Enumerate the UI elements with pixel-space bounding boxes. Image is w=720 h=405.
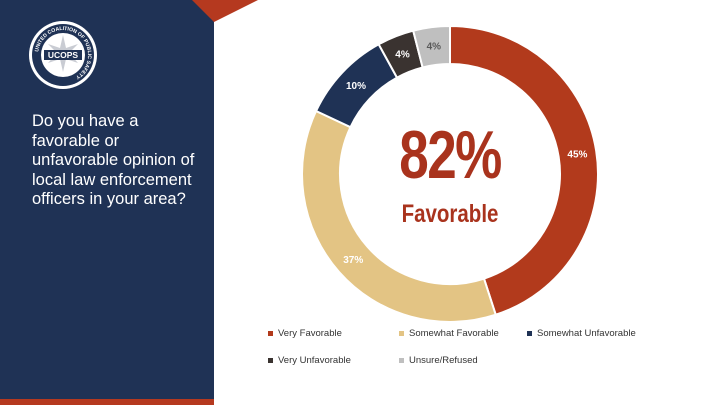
legend-label: Unsure/Refused: [409, 355, 478, 366]
legend-label: Very Unfavorable: [278, 355, 351, 366]
slice-very-favorable: [449, 24, 599, 317]
data-label-very-unfavorable: 4%: [395, 50, 410, 61]
bottom-accent-bar: [0, 399, 214, 405]
legend-item-somewhat-unfavorable: Somewhat Unfavorable: [527, 328, 636, 339]
ucops-logo: UNITED COALITION OF PUBLIC SAFETY UCOPS: [29, 21, 97, 89]
slice-unsure-refused: [411, 24, 451, 69]
legend-swatch: [399, 358, 404, 363]
data-label-very-favorable: 45%: [567, 149, 587, 160]
legend-label: Somewhat Unfavorable: [537, 328, 636, 339]
survey-question: Do you have a favorable or unfavorable o…: [32, 112, 195, 208]
data-label-somewhat-unfavorable: 10%: [346, 81, 366, 92]
top-accent-shape: [192, 0, 258, 22]
legend-item-unsure-refused: Unsure/Refused: [399, 355, 478, 366]
legend-swatch: [268, 331, 273, 336]
legend-item-very-unfavorable: Very Unfavorable: [268, 355, 351, 366]
legend-swatch: [399, 331, 404, 336]
data-label-unsure-refused: 4%: [427, 42, 442, 53]
donut-chart: 45% 37% 10% 4% 4%: [301, 24, 599, 323]
logo-name: UCOPS: [48, 50, 79, 60]
legend-swatch: [268, 358, 273, 363]
legend-label: Somewhat Favorable: [409, 328, 499, 339]
data-label-somewhat-favorable: 37%: [343, 255, 363, 266]
legend-swatch: [527, 331, 532, 336]
favorable-total-value: 82%: [399, 117, 502, 193]
legend-item-very-favorable: Very Favorable: [268, 328, 342, 339]
legend-item-somewhat-favorable: Somewhat Favorable: [399, 328, 499, 339]
favorable-total-label: Favorable: [401, 200, 499, 228]
legend-label: Very Favorable: [278, 328, 342, 339]
